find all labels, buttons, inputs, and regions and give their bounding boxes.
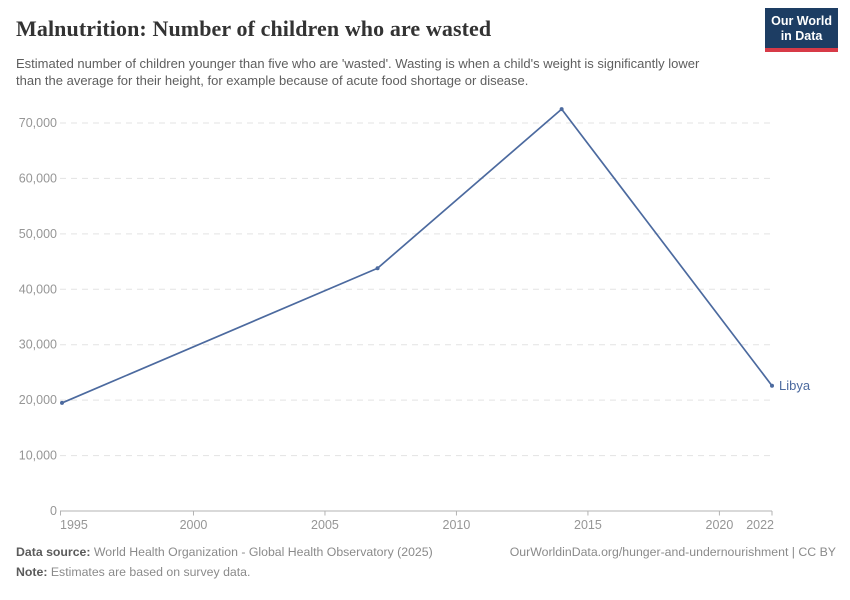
data-point[interactable]: [60, 400, 64, 405]
y-tick-label: 0: [50, 504, 57, 518]
chart-line[interactable]: [61, 108, 773, 404]
x-tick-label: 2010: [443, 518, 471, 532]
y-tick-label: 30,000: [19, 338, 57, 352]
page-title: Malnutrition: Number of children who are…: [16, 16, 492, 41]
chart-footer: Data source: World Health Organization -…: [16, 543, 836, 582]
series-end-label[interactable]: Libya: [779, 378, 811, 393]
y-tick-label: 60,000: [19, 171, 57, 185]
y-tick-label: 20,000: [19, 393, 57, 407]
note-label: Note:: [16, 565, 48, 579]
y-tick-label: 70,000: [19, 116, 57, 130]
data-point[interactable]: [770, 383, 774, 388]
x-tick-label: 2005: [311, 518, 339, 532]
y-tick-label: 50,000: [19, 227, 57, 241]
x-tick-label: 2015: [574, 518, 602, 532]
x-tick-label: 2000: [180, 518, 208, 532]
owid-logo[interactable]: Our World in Data: [765, 8, 838, 52]
owid-link[interactable]: OurWorldinData.org/hunger-and-undernouri…: [509, 545, 836, 559]
owid-logo-line2: in Data: [780, 29, 823, 43]
note-line: Note: Estimates are based on survey data…: [16, 563, 836, 582]
owid-logo-line1: Our World: [771, 14, 832, 28]
note-text: Estimates are based on survey data.: [47, 565, 251, 579]
data-point[interactable]: [559, 107, 564, 112]
x-tick-label: 1995: [60, 518, 88, 532]
data-point[interactable]: [375, 266, 380, 271]
y-tick-label: 40,000: [19, 282, 57, 296]
y-tick-label: 10,000: [19, 449, 57, 463]
data-source-text: World Health Organization - Global Healt…: [90, 545, 433, 559]
chart-subtitle: Estimated number of children younger tha…: [16, 56, 700, 88]
data-source-line: Data source: World Health Organization -…: [16, 543, 433, 562]
data-source-label: Data source:: [16, 545, 91, 559]
x-tick-label: 2022: [746, 518, 774, 532]
x-tick-label: 2020: [706, 518, 734, 532]
